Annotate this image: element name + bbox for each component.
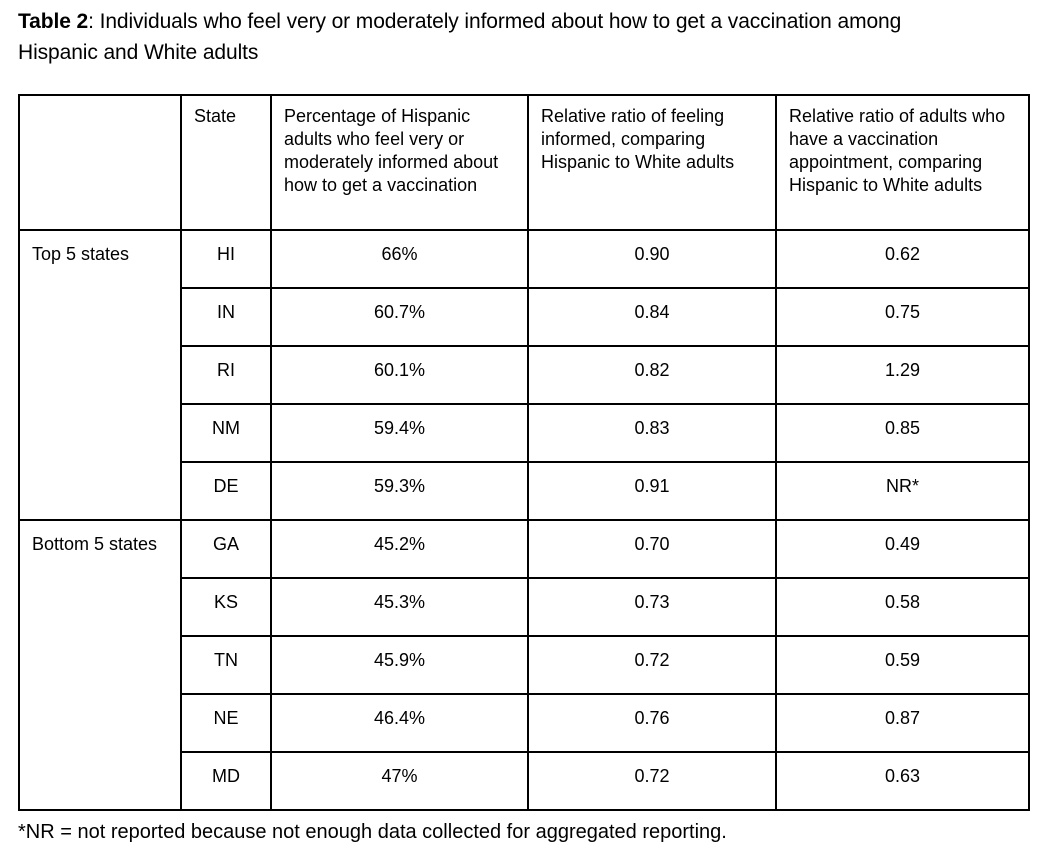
ratio-appointment-cell: 0.59 [775,635,1030,695]
table-row: MD 47% 0.72 0.63 [19,751,1030,811]
ratio-informed-cell: 0.91 [527,461,777,521]
state-cell: RI [180,345,272,405]
state-cell: HI [180,229,272,289]
table-row: NE 46.4% 0.76 0.87 [19,693,1030,753]
percentage-cell: 66% [270,229,529,289]
table-caption: Table 2: Individuals who feel very or mo… [18,6,973,68]
state-cell: MD [180,751,272,811]
percentage-cell: 46.4% [270,693,529,753]
table-row: TN 45.9% 0.72 0.59 [19,635,1030,695]
ratio-appointment-cell: 0.62 [775,229,1030,289]
table-row: NM 59.4% 0.83 0.85 [19,403,1030,463]
ratio-informed-cell: 0.83 [527,403,777,463]
group-cell-top5: Top 5 states [18,229,182,521]
ratio-appointment-cell: 1.29 [775,345,1030,405]
column-header-ratio-appointment: Relative ratio of adults who have a vacc… [775,94,1030,231]
column-header-state: State [180,94,272,231]
group-cell-bottom5: Bottom 5 states [18,519,182,811]
ratio-informed-cell: 0.72 [527,635,777,695]
footnote: *NR = not reported because not enough da… [18,821,727,843]
table-caption-label: Table 2 [18,10,89,33]
column-header-percentage-informed: Percentage of Hispanic adults who feel v… [270,94,529,231]
percentage-cell: 59.3% [270,461,529,521]
ratio-appointment-cell: 0.75 [775,287,1030,347]
table-row: Bottom 5 states GA 45.2% 0.70 0.49 [18,519,1030,811]
column-header-ratio-informed: Relative ratio of feeling informed, comp… [527,94,777,231]
ratio-appointment-cell: 0.49 [775,519,1030,579]
ratio-appointment-cell: 0.58 [775,577,1030,637]
percentage-cell: 45.2% [270,519,529,579]
state-cell: DE [180,461,272,521]
ratio-informed-cell: 0.70 [527,519,777,579]
state-cell: NE [180,693,272,753]
ratio-appointment-cell: 0.85 [775,403,1030,463]
percentage-cell: 45.3% [270,577,529,637]
header-empty-cell [18,94,182,231]
state-cell: KS [180,577,272,637]
ratio-informed-cell: 0.84 [527,287,777,347]
table-row: RI 60.1% 0.82 1.29 [19,345,1030,405]
table-caption-text: : Individuals who feel very or moderatel… [18,10,902,64]
table-row: DE 59.3% 0.91 NR* [19,461,1030,521]
percentage-cell: 47% [270,751,529,811]
ratio-informed-cell: 0.73 [527,577,777,637]
percentage-cell: 60.1% [270,345,529,405]
table-row: Top 5 states HI 66% 0.90 0.62 [18,229,1030,521]
percentage-cell: 60.7% [270,287,529,347]
ratio-appointment-cell: NR* [775,461,1030,521]
state-cell: GA [180,519,272,579]
percentage-cell: 59.4% [270,403,529,463]
table-row: KS 45.3% 0.73 0.58 [19,577,1030,637]
ratio-informed-cell: 0.90 [527,229,777,289]
state-cell: IN [180,287,272,347]
table-row: IN 60.7% 0.84 0.75 [19,287,1030,347]
state-cell: NM [180,403,272,463]
ratio-informed-cell: 0.76 [527,693,777,753]
state-cell: TN [180,635,272,695]
percentage-cell: 45.9% [270,635,529,695]
header-row: State Percentage of Hispanic adults who … [18,94,1030,231]
data-table: State Percentage of Hispanic adults who … [18,94,1030,811]
ratio-informed-cell: 0.82 [527,345,777,405]
ratio-appointment-cell: 0.63 [775,751,1030,811]
ratio-informed-cell: 0.72 [527,751,777,811]
ratio-appointment-cell: 0.87 [775,693,1030,753]
